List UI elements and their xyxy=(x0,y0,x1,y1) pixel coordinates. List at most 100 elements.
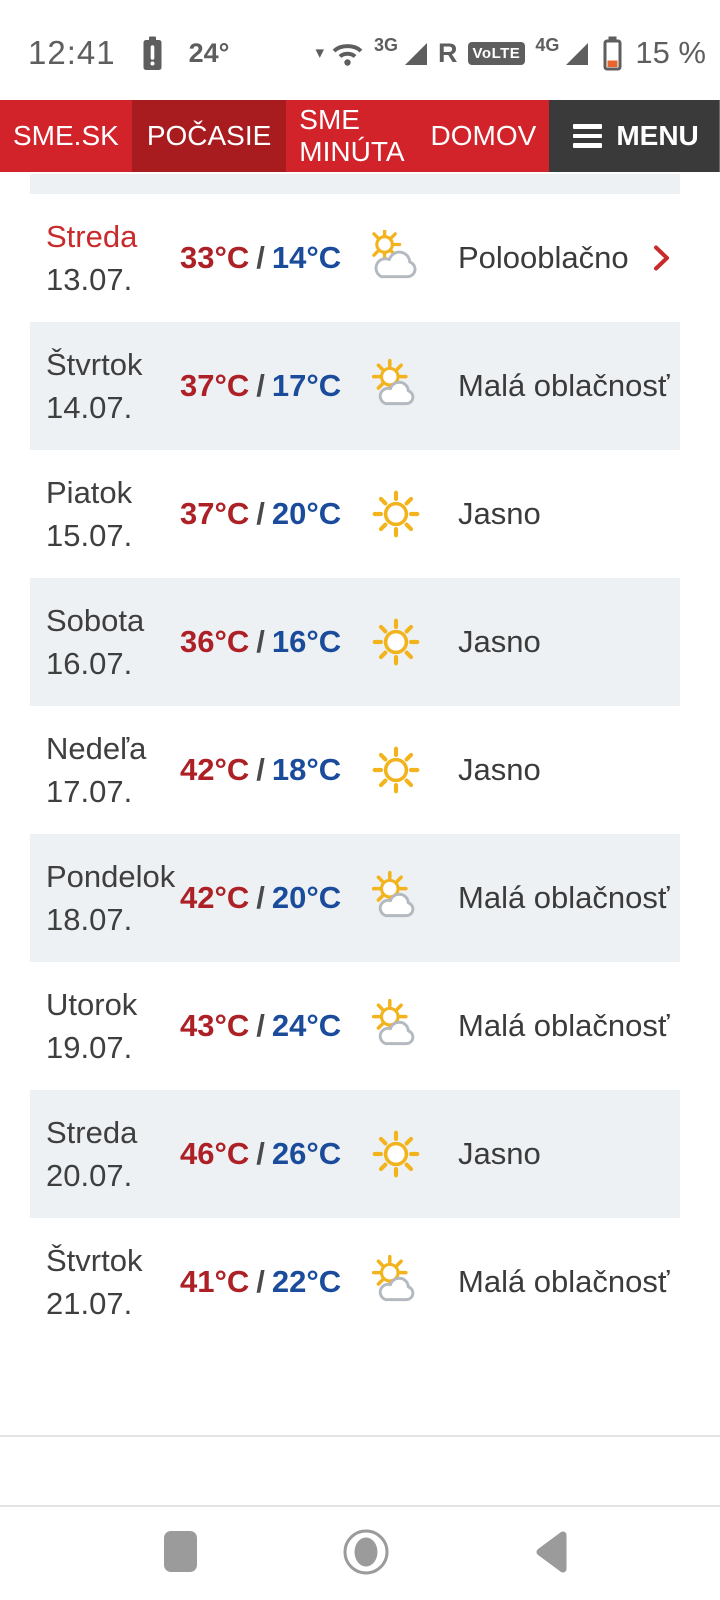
page-footer-divider xyxy=(0,1435,720,1437)
battery-percent: 15 % xyxy=(635,35,706,70)
menu-area: MENU xyxy=(549,100,720,172)
forecast-list: Streda 13.07. 33°C/14°C Polooblačno xyxy=(30,194,680,1346)
max-temp: 42°C xyxy=(180,752,250,787)
min-temp: 16°C xyxy=(271,624,342,659)
forecast-row[interactable]: Pondelok 18.07. 42°C/20°C Malá oblačnosť xyxy=(30,834,680,962)
weather-icon-cell xyxy=(352,742,440,798)
day-column: Štvrtok 14.07. xyxy=(30,343,180,429)
roaming-indicator: R xyxy=(438,37,458,68)
weather-icon-cell xyxy=(352,870,440,926)
home-circle-icon xyxy=(341,1527,391,1577)
day-date: 17.07. xyxy=(46,774,133,809)
nav-item-pocasie[interactable]: POČASIE xyxy=(131,100,287,172)
condition-label: Jasno xyxy=(458,1136,541,1171)
back-button[interactable] xyxy=(534,1529,568,1575)
temperatures: 37°C/20°C xyxy=(180,496,352,532)
temp-separator: / xyxy=(256,1008,265,1043)
day-name: Nedeľa xyxy=(46,731,147,766)
temperatures: 36°C/16°C xyxy=(180,624,352,660)
signal-strength-icon xyxy=(564,41,589,66)
sun-small-cloud-icon xyxy=(368,1254,424,1310)
forecast-row[interactable]: Sobota 16.07. 36°C/16°C Jasno xyxy=(30,578,680,706)
forecast-row[interactable]: Štvrtok 21.07. 41°C/22°C Malá oblačnosť xyxy=(30,1218,680,1346)
day-name: Streda xyxy=(46,219,138,254)
network-4g-label: 4G xyxy=(535,34,560,55)
day-date: 21.07. xyxy=(46,1286,133,1321)
day-name: Štvrtok xyxy=(46,1243,143,1278)
recents-button[interactable] xyxy=(164,1531,197,1572)
caret-down-icon: ▾ xyxy=(315,43,325,62)
temp-separator: / xyxy=(256,368,265,403)
day-column: Piatok 15.07. xyxy=(30,471,180,557)
weather-icon-cell xyxy=(352,998,440,1054)
day-column: Štvrtok 21.07. xyxy=(30,1239,180,1325)
weather-icon-cell xyxy=(352,614,440,670)
battery-alert-icon xyxy=(140,35,165,72)
back-triangle-icon xyxy=(534,1529,568,1575)
max-temp: 37°C xyxy=(180,496,250,531)
home-button[interactable] xyxy=(341,1527,391,1577)
max-temp: 37°C xyxy=(180,368,250,403)
day-name: Sobota xyxy=(46,603,145,638)
min-temp: 18°C xyxy=(271,752,342,787)
temp-separator: / xyxy=(256,880,265,915)
temperatures: 33°C/14°C xyxy=(180,240,352,276)
nav-item-domov[interactable]: DOMOV xyxy=(430,120,537,151)
forecast-row[interactable]: Štvrtok 14.07. 37°C/17°C Malá oblačnosť xyxy=(30,322,680,450)
forecast-section: Streda 13.07. 33°C/14°C Polooblačno xyxy=(30,174,680,1346)
min-temp: 26°C xyxy=(271,1136,342,1171)
min-temp: 24°C xyxy=(271,1008,342,1043)
min-temp: 22°C xyxy=(271,1264,342,1299)
temperatures: 37°C/17°C xyxy=(180,368,352,404)
hamburger-icon xyxy=(573,124,603,148)
weather-icon-cell xyxy=(352,1254,440,1310)
sun-small-cloud-icon xyxy=(368,358,424,414)
day-name: Utorok xyxy=(46,987,138,1022)
clear-sun-icon xyxy=(368,486,424,542)
menu-button[interactable]: MENU xyxy=(549,100,718,172)
temperatures: 41°C/22°C xyxy=(180,1264,352,1300)
day-date: 14.07. xyxy=(46,390,133,425)
condition-label: Malá oblačnosť xyxy=(458,880,670,915)
condition-label: Polooblačno xyxy=(458,240,629,275)
temperatures: 42°C/20°C xyxy=(180,880,352,916)
day-column: Sobota 16.07. xyxy=(30,599,180,685)
sun-behind-cloud-icon xyxy=(368,230,424,286)
day-date: 18.07. xyxy=(46,902,133,937)
condition-label: Jasno xyxy=(458,624,541,659)
temp-separator: / xyxy=(256,752,265,787)
max-temp: 42°C xyxy=(180,880,250,915)
max-temp: 33°C xyxy=(180,240,250,275)
condition-label: Malá oblačnosť xyxy=(458,1264,670,1299)
min-temp: 20°C xyxy=(271,496,342,531)
forecast-row[interactable]: Utorok 19.07. 43°C/24°C Malá oblačnosť xyxy=(30,962,680,1090)
day-column: Pondelok 18.07. xyxy=(30,855,180,941)
day-date: 19.07. xyxy=(46,1030,133,1065)
battery-low-icon xyxy=(601,35,624,72)
forecast-row[interactable]: Piatok 15.07. 37°C/20°C Jasno xyxy=(30,450,680,578)
min-temp: 17°C xyxy=(271,368,342,403)
temp-separator: / xyxy=(256,240,265,275)
nav-item-sme-minuta[interactable]: SME MINÚTA xyxy=(299,104,405,167)
max-temp: 36°C xyxy=(180,624,250,659)
min-temp: 14°C xyxy=(271,240,342,275)
clear-sun-icon xyxy=(368,614,424,670)
temp-separator: / xyxy=(256,624,265,659)
day-name: Pondelok xyxy=(46,859,176,894)
weather-icon-cell xyxy=(352,486,440,542)
day-date: 13.07. xyxy=(46,262,133,297)
temperatures: 42°C/18°C xyxy=(180,752,352,788)
nav-item-sme-sk[interactable]: SME.SK xyxy=(13,120,119,151)
temperatures: 46°C/26°C xyxy=(180,1136,352,1172)
recents-square-icon xyxy=(164,1531,197,1572)
max-temp: 41°C xyxy=(180,1264,250,1299)
temp-separator: / xyxy=(256,496,265,531)
day-column: Streda 20.07. xyxy=(30,1111,180,1197)
chevron-right-icon xyxy=(651,243,672,274)
forecast-row[interactable]: Streda 20.07. 46°C/26°C Jasno xyxy=(30,1090,680,1218)
clock: 12:41 xyxy=(28,34,116,71)
forecast-row[interactable]: Streda 13.07. 33°C/14°C Polooblačno xyxy=(30,194,680,322)
temperatures: 43°C/24°C xyxy=(180,1008,352,1044)
forecast-row[interactable]: Nedeľa 17.07. 42°C/18°C Jasno xyxy=(30,706,680,834)
day-column: Streda 13.07. xyxy=(30,215,180,301)
